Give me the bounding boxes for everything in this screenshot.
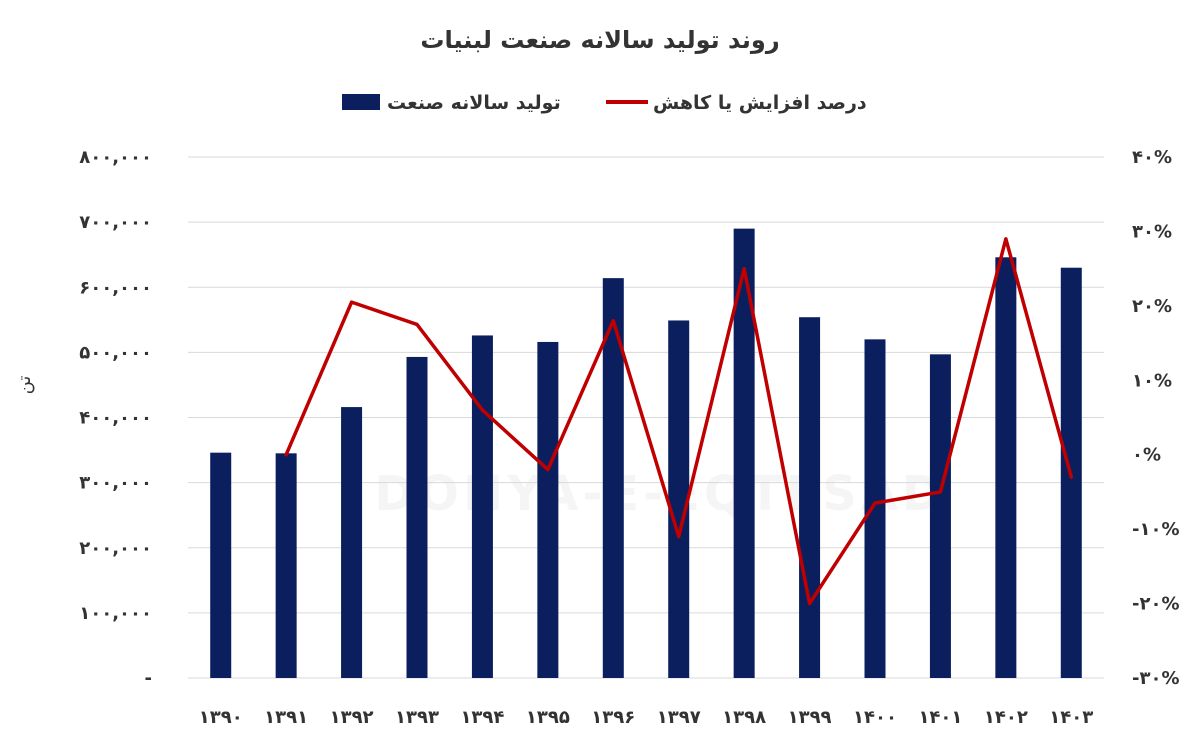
bar [341, 407, 363, 678]
left-tick-label: ۶۰۰,۰۰۰ [79, 277, 152, 298]
line-point [480, 408, 484, 412]
line-point [1069, 475, 1073, 479]
left-tick-label: ۲۰۰,۰۰۰ [79, 538, 152, 559]
x-tick-label: ۱۳۹۸ [722, 707, 766, 728]
right-tick-label: ۳۰% [1132, 221, 1172, 242]
bar [406, 356, 428, 678]
line-point [938, 490, 942, 494]
right-tick-label: -۳۰% [1132, 668, 1179, 689]
bar [864, 339, 886, 678]
bar [471, 335, 493, 678]
x-tick-label: ۱۳۹۰ [199, 707, 243, 728]
x-tick-label: ۱۳۹۱ [264, 707, 308, 728]
bar [275, 453, 297, 678]
x-tick-label: ۱۳۹۶ [591, 707, 635, 728]
line-point [350, 300, 354, 304]
bar [733, 228, 755, 678]
x-tick-label: ۱۳۹۴ [460, 707, 504, 728]
bar [995, 257, 1017, 678]
right-tick-label: ۲۰% [1132, 296, 1172, 317]
gridlines [188, 156, 1104, 679]
left-tick-label: ۳۰۰,۰۰۰ [79, 473, 152, 494]
left-tick-label: ۸۰۰,۰۰۰ [79, 147, 152, 168]
right-tick-label: ۴۰% [1132, 147, 1172, 168]
legend-bar-swatch [342, 94, 380, 110]
bar [668, 320, 690, 678]
x-tick-label: ۱۳۹۳ [395, 707, 439, 728]
legend-line-label: درصد افزایش یا کاهش [653, 92, 867, 114]
legend-bar-label: تولید سالانه صنعت [387, 92, 561, 114]
line-point [1004, 237, 1008, 241]
x-tick-label: ۱۳۹۲ [330, 707, 374, 728]
y-axis-title: تن [14, 376, 35, 395]
line-point [742, 267, 746, 271]
right-tick-label: -۲۰% [1132, 594, 1179, 615]
legend: تولید سالانه صنعت درصد افزایش یا کاهش [342, 92, 867, 114]
line-point [415, 322, 419, 326]
bar [602, 278, 624, 678]
x-tick-label: ۱۳۹۹ [788, 707, 832, 728]
line-point [808, 602, 812, 606]
left-tick-label: ۷۰۰,۰۰۰ [79, 212, 152, 233]
x-tick-label: ۱۴۰۰ [853, 707, 897, 728]
right-tick-label: ۱۰% [1132, 370, 1172, 391]
line-point [677, 535, 681, 539]
bar-series [210, 228, 1082, 678]
left-tick-label: ۵۰۰,۰۰۰ [79, 342, 152, 363]
left-tick-label: - [145, 668, 152, 689]
left-tick-label: ۱۰۰,۰۰۰ [79, 603, 152, 624]
x-axis: ۱۳۹۰ ۱۳۹۱ ۱۳۹۲ ۱۳۹۳ ۱۳۹۴ ۱۳۹۵ ۱۳۹۶ ۱۳۹۷ ۱۳۹۸ ۱۳۹۹… [199, 707, 1094, 728]
line-point [873, 501, 877, 505]
left-axis: - ۱۰۰,۰۰۰ ۲۰۰,۰۰۰ ۳۰۰,۰۰۰ ۴۰۰,۰۰۰ ۵۰۰,۰۰۰ ۶۰۰,… [79, 147, 152, 689]
x-tick-label: ۱۳۹۷ [657, 707, 701, 728]
line-point [284, 453, 288, 457]
x-tick-label: ۱۳۹۵ [526, 707, 570, 728]
line-series [284, 237, 1074, 606]
bar [929, 354, 951, 678]
x-tick-label: ۱۴۰۳ [1049, 707, 1093, 728]
left-tick-label: ۴۰۰,۰۰۰ [79, 408, 152, 429]
chart-title: روند تولید سالانه صنعت لبنیات [420, 26, 779, 54]
bar [799, 317, 821, 678]
right-axis: -۳۰% -۲۰% -۱۰% ۰% ۱۰% ۲۰% ۳۰% ۴۰% [1132, 147, 1179, 689]
line-point [546, 468, 550, 472]
bar [537, 341, 559, 678]
bar [210, 452, 232, 678]
right-tick-label: ۰% [1132, 445, 1161, 466]
x-tick-label: ۱۴۰۱ [918, 707, 962, 728]
right-tick-label: -۱۰% [1132, 519, 1179, 540]
line-point [611, 319, 615, 323]
x-tick-label: ۱۴۰۲ [984, 707, 1028, 728]
